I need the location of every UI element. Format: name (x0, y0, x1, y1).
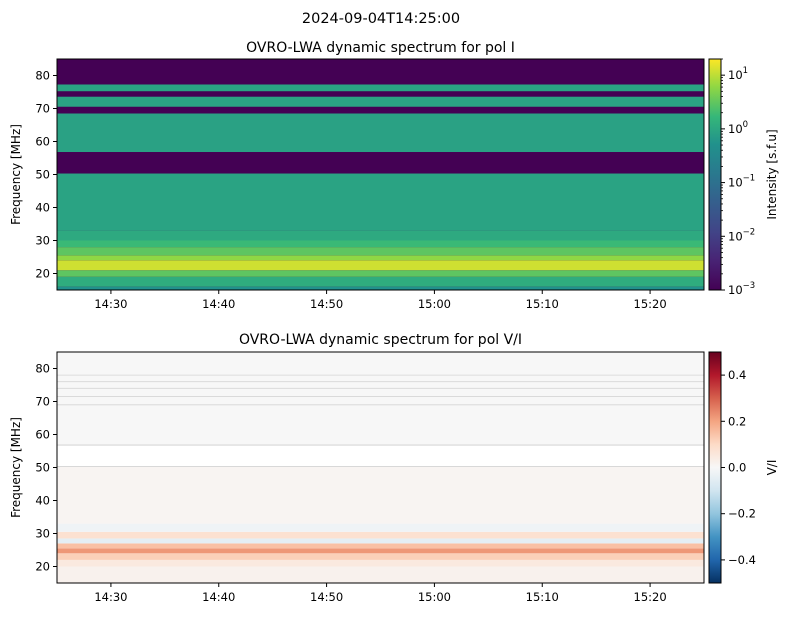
spectrum-band (57, 523, 704, 532)
colorbar-tick-label: −0.2 (728, 507, 756, 521)
x-tick-label: 14:30 (94, 297, 127, 311)
spectrum-band (57, 260, 704, 271)
spectrum-bands (57, 84, 704, 290)
x-tick-label: 15:00 (418, 590, 451, 604)
panel-pol-vi: OVRO-LWA dynamic spectrum for pol V/I Fre… (9, 332, 779, 604)
masked-bands (57, 59, 704, 174)
panel-title: OVRO-LWA dynamic spectrum for pol V/I (239, 332, 522, 348)
y-tick-label: 20 (35, 267, 50, 281)
colorbar-tick-label: 0.0 (728, 461, 746, 475)
spectrum-band (57, 230, 704, 241)
y-tick-label: 70 (35, 395, 50, 409)
spectrum-band (57, 276, 704, 287)
spectrum-band (57, 173, 704, 231)
y-tick-label: 40 (35, 494, 50, 508)
x-tick-label: 15:10 (526, 297, 559, 311)
spectrum-band (57, 538, 704, 544)
y-tick-label: 80 (35, 362, 50, 376)
spectrum-band (57, 559, 704, 567)
x-tick-label: 15:00 (418, 297, 451, 311)
spectrum-band (57, 113, 704, 153)
x-tick-label: 15:10 (526, 590, 559, 604)
colorbar-tick-label: 100 (728, 120, 748, 136)
masked-bands (57, 374, 704, 467)
y-tick-label: 30 (35, 234, 50, 248)
y-tick-label: 40 (35, 201, 50, 215)
x-tick-label: 14:50 (310, 297, 343, 311)
spectrum-band (57, 543, 704, 549)
panel-title: OVRO-LWA dynamic spectrum for pol I (246, 40, 515, 56)
x-tick-label: 14:40 (202, 297, 235, 311)
spectrum-band (57, 566, 704, 583)
x-tick-label: 14:30 (94, 590, 127, 604)
y-axis-label: Frequency [MHz] (9, 417, 23, 518)
spectrum-band (57, 96, 704, 107)
spectrum-band (57, 255, 704, 261)
x-tick-label: 15:20 (634, 590, 667, 604)
x-tick-label: 14:50 (310, 590, 343, 604)
masked-band (57, 106, 704, 114)
colorbar-label: V/I (765, 460, 779, 476)
spectrum-band (57, 553, 704, 560)
spectrum-band (57, 352, 704, 446)
spectrum-bands (57, 352, 704, 583)
spectrum-band (57, 270, 704, 277)
masked-band (57, 152, 704, 174)
x-tick-label: 14:40 (202, 590, 235, 604)
colorbar-label: Intensity [s.f.u] (765, 129, 779, 219)
colorbar-tick-label: 10−1 (728, 174, 755, 190)
y-tick-label: 70 (35, 102, 50, 116)
x-tick-label: 15:20 (634, 297, 667, 311)
spectrum-band (57, 548, 704, 554)
panel-pol-i: OVRO-LWA dynamic spectrum for pol I Frequ… (9, 40, 779, 311)
masked-band (57, 91, 704, 97)
colorbar-tick-label: −0.4 (728, 553, 756, 567)
y-tick-label: 60 (35, 428, 50, 442)
colorbar-tick-label: 0.2 (728, 414, 746, 428)
colorbar-tick-label: 10−2 (728, 227, 755, 243)
masked-band (57, 59, 704, 85)
y-tick-label: 50 (35, 461, 50, 475)
spectrum-band (57, 466, 704, 524)
y-tick-label: 60 (35, 135, 50, 149)
spectrum-band (57, 286, 704, 290)
colorbar (708, 351, 722, 584)
spectrum-band (57, 247, 704, 256)
y-axis-label: Frequency [MHz] (9, 124, 23, 225)
colorbar-tick-label: 0.4 (728, 368, 746, 382)
y-tick-label: 30 (35, 527, 50, 541)
spectrum-band (57, 240, 704, 248)
y-tick-label: 80 (35, 69, 50, 83)
figure-suptitle: 2024-09-04T14:25:00 (302, 11, 460, 27)
spectrum-band (57, 84, 704, 92)
y-tick-label: 50 (35, 168, 50, 182)
colorbar-tick-label: 101 (728, 66, 748, 82)
spectrum-band (57, 531, 704, 539)
colorbar (708, 58, 722, 291)
colorbar-tick-label: 10−3 (728, 281, 755, 297)
masked-band (57, 445, 704, 467)
y-tick-label: 20 (35, 560, 50, 574)
